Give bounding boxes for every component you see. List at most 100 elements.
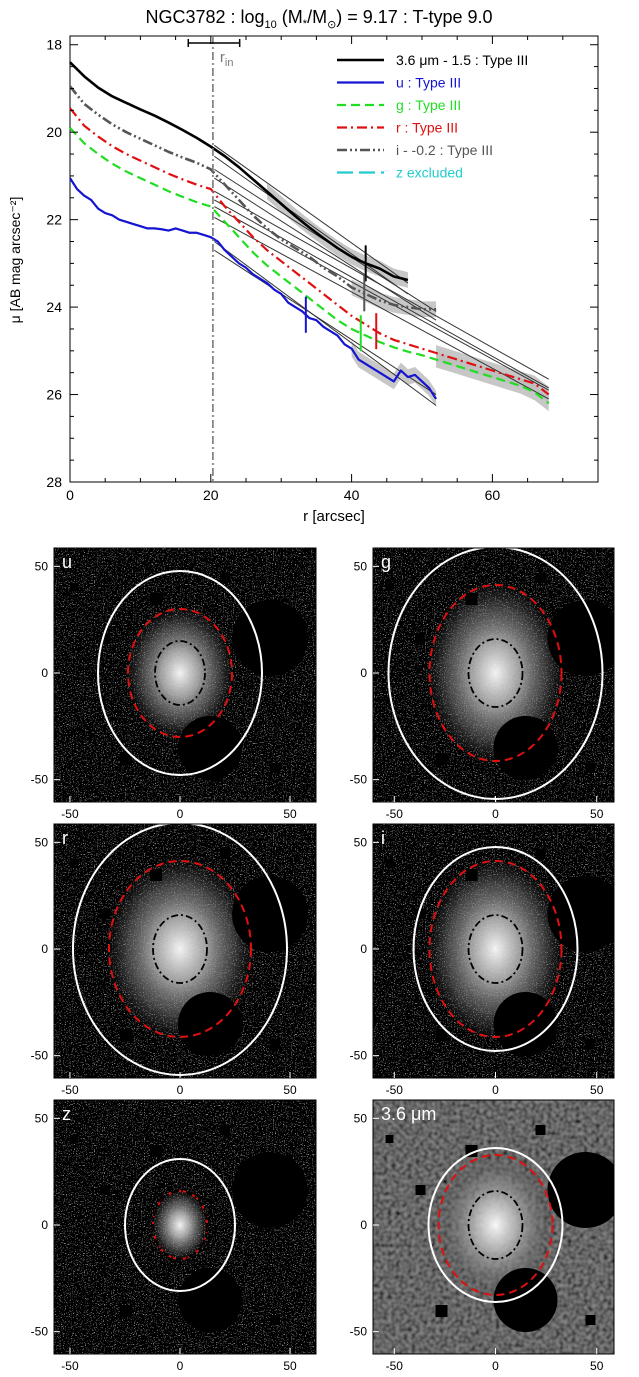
- panel-x-tick-label: 50: [590, 1359, 604, 1373]
- panel-band-label: r: [62, 828, 68, 848]
- panel-frame: [372, 823, 615, 1079]
- pixel-mask: [120, 1029, 132, 1041]
- panel-band-label: z: [62, 1104, 71, 1124]
- fit-line: [214, 217, 549, 400]
- pixel-mask: [535, 1125, 546, 1135]
- fit-line: [214, 206, 549, 391]
- panel-x-tick-label: 50: [590, 807, 604, 821]
- pixel-mask: [465, 593, 478, 605]
- pixel-mask: [270, 1039, 280, 1049]
- panel-image: [373, 548, 614, 802]
- break-ellipse: [428, 860, 563, 1038]
- panel-y-tick-label: 0: [360, 942, 367, 956]
- pixel-mask: [150, 869, 162, 881]
- r-in-marker: rin: [187, 36, 241, 482]
- inner-ellipse: [467, 638, 524, 708]
- y-tick-label: 26: [46, 387, 62, 403]
- image-panel-4: i -50 0 50 50 0 -50: [350, 823, 615, 1097]
- pixel-mask: [270, 1315, 280, 1325]
- galaxy-glow: [435, 1151, 556, 1299]
- chart-title: NGC3782 : log10 (M*/M⊙) = 9.17 : T-type …: [145, 7, 492, 31]
- panel-x-tick-label: -50: [386, 1359, 404, 1373]
- x-tick-label: 20: [203, 487, 219, 503]
- image-panel-2: g -50 0 50 50 0 -50: [350, 547, 615, 821]
- image-panel-1: u -50 0 50 50 0 -50: [31, 547, 317, 821]
- panel-y-tick-label: -50: [350, 773, 368, 787]
- pixel-mask: [385, 859, 394, 867]
- panel-y-tick-label: 0: [41, 1218, 48, 1232]
- panel-y-tick-label: 50: [35, 835, 49, 849]
- star-mask: [178, 1268, 242, 1332]
- profile-curves: [68, 61, 550, 405]
- image-panel-6: 3.6 μm -50 0 50 50 0 -50: [350, 1099, 615, 1373]
- pixel-mask: [150, 1145, 162, 1157]
- star-mask: [178, 992, 242, 1056]
- panel-x-tick-label: 0: [177, 1359, 184, 1373]
- outer-ellipse: [427, 1147, 564, 1303]
- panel-y-tick-label: 0: [41, 942, 48, 956]
- panel-frame: [372, 1099, 615, 1355]
- pixel-mask: [100, 909, 110, 919]
- pixel-mask: [220, 1125, 230, 1135]
- panel-x-tick-label: -50: [61, 1083, 79, 1097]
- pixel-mask: [120, 753, 132, 765]
- pixel-mask: [100, 1185, 110, 1195]
- pixel-mask: [415, 909, 426, 919]
- panel-x-tick-label: -50: [61, 807, 79, 821]
- x-tick-label: 0: [66, 487, 74, 503]
- inner-ellipse: [152, 914, 208, 984]
- star-mask: [547, 600, 614, 676]
- panel-y-tick-label: -50: [31, 773, 49, 787]
- panel-frame: [53, 1099, 317, 1355]
- panel-y-tick-label: 0: [41, 666, 48, 680]
- pixel-mask: [535, 849, 546, 859]
- break-ellipse: [127, 608, 233, 738]
- pixel-mask: [415, 1185, 426, 1195]
- pixel-mask: [100, 633, 110, 643]
- break-ellipse: [428, 584, 563, 762]
- panel-y-tick-label: 50: [35, 559, 49, 573]
- y-tick-label: 24: [46, 299, 62, 315]
- x-tick-label: 40: [344, 487, 360, 503]
- panel-x-tick-label: -50: [61, 1359, 79, 1373]
- panel-frame: [53, 823, 317, 1079]
- panel-y-tick-label: 50: [354, 835, 368, 849]
- inner-ellipse: [152, 1190, 208, 1260]
- pixel-mask: [120, 1305, 132, 1317]
- panel-y-tick-label: -50: [31, 1325, 49, 1339]
- panel-x-tick-label: 0: [177, 1083, 184, 1097]
- error-band: [267, 183, 408, 288]
- fit-line: [214, 177, 437, 321]
- inner-ellipse: [467, 1190, 524, 1260]
- panel-band-label: i: [381, 828, 385, 848]
- star-mask: [232, 876, 308, 952]
- image-panel-5: z -50 0 50 50 0 -50: [31, 1099, 317, 1373]
- outer-ellipse: [124, 1158, 236, 1292]
- axis-ticks: 0 20 40 60 18 20 22 24 26 28: [46, 36, 598, 503]
- profile-u: [69, 177, 438, 400]
- panel-band-label: 3.6 μm: [381, 1104, 436, 1124]
- panel-y-tick-label: -50: [350, 1325, 368, 1339]
- legend-label: u : Type III: [396, 75, 461, 91]
- pixel-mask: [435, 1305, 448, 1317]
- pixel-mask: [385, 1135, 394, 1143]
- profile-g: [69, 127, 550, 405]
- legend-label: i - -0.2 : Type III: [396, 142, 493, 158]
- panel-y-tick-label: 50: [354, 559, 368, 573]
- break-ellipse: [108, 860, 252, 1038]
- fit-line: [214, 144, 409, 284]
- panel-frame: [372, 547, 615, 803]
- panel-y-tick-label: 50: [354, 1111, 368, 1125]
- error-band: [436, 345, 549, 403]
- pixel-mask: [585, 1315, 596, 1325]
- pixel-mask: [220, 849, 230, 859]
- panel-x-tick-label: 0: [492, 807, 499, 821]
- y-tick-label: 28: [46, 474, 62, 490]
- panel-y-tick-label: -50: [350, 1049, 368, 1063]
- panel-image: [373, 824, 614, 1078]
- y-tick-label: 18: [46, 37, 62, 53]
- panel-image: [54, 1100, 316, 1354]
- panel-x-tick-label: 50: [283, 807, 297, 821]
- panel-x-tick-label: 50: [590, 1083, 604, 1097]
- star-mask: [547, 1152, 614, 1228]
